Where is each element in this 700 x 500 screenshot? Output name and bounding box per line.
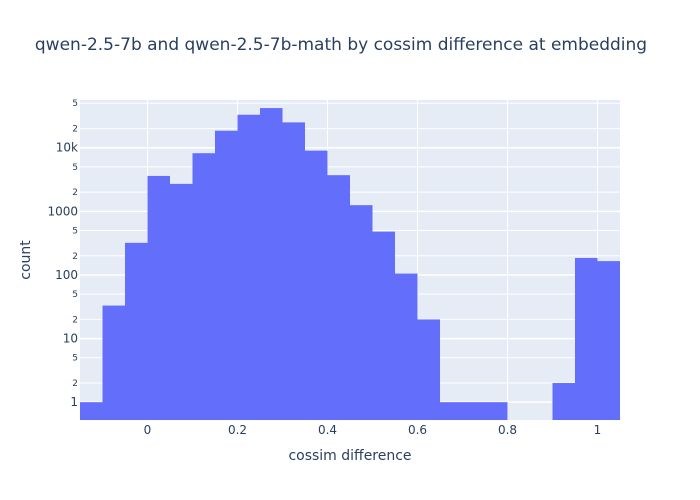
y-axis-ticks: 2 5 2 5 2 5 2 5 2 5 1 10 100 1000 10k [47,99,78,409]
y-minor-tick-label: 2 [72,188,78,198]
histogram-bar [395,273,418,420]
histogram-bar [597,261,620,420]
y-axis-title: count [18,240,34,280]
y-minor-tick-label: 5 [72,290,78,300]
y-minor-tick-label: 2 [72,379,78,389]
histogram-bar [440,402,463,420]
histogram-bars [80,108,620,421]
histogram-bar [372,231,395,420]
histogram-bar [215,130,238,420]
y-tick-label: 1 [70,395,78,409]
y-minor-tick-label: 5 [72,226,78,236]
y-tick-label: 10 [63,332,78,346]
histogram-bar [80,402,103,420]
y-minor-tick-label: 2 [72,125,78,135]
x-tick-label: 0.2 [228,423,247,437]
histogram-bar [575,257,598,420]
y-tick-label: 100 [55,268,78,282]
y-minor-tick-label: 2 [72,315,78,325]
y-minor-tick-label: 5 [72,354,78,364]
x-tick-label: 1 [594,423,602,437]
x-tick-label: 0.6 [408,423,427,437]
histogram-bar [305,150,328,420]
y-tick-label: 1000 [47,204,78,218]
y-minor-tick-label: 5 [72,99,78,109]
histogram-bar [237,114,260,420]
histogram-bar [192,153,215,421]
histogram-bar [125,242,148,420]
histogram-bar [102,305,125,420]
y-tick-label: 10k [56,141,78,155]
histogram-bar [327,175,350,420]
x-tick-label: 0.4 [318,423,337,437]
x-tick-label: 0 [144,423,152,437]
histogram-bar [462,402,485,420]
histogram-bar [260,108,283,420]
y-minor-tick-label: 2 [72,252,78,262]
histogram-bar [485,402,508,420]
x-axis-title: cossim difference [288,448,411,464]
x-tick-label: 0.8 [498,423,517,437]
histogram-bar [282,122,305,420]
chart-title: qwen-2.5-7b and qwen-2.5-7b-math by coss… [35,35,647,55]
histogram-bar [170,183,193,420]
histogram-bar [552,383,575,420]
histogram-bar [417,319,440,420]
y-minor-tick-label: 5 [72,163,78,173]
x-axis-ticks: 0 0.2 0.4 0.6 0.8 1 [144,423,602,437]
histogram-bar [350,205,373,420]
histogram-bar [147,175,170,420]
